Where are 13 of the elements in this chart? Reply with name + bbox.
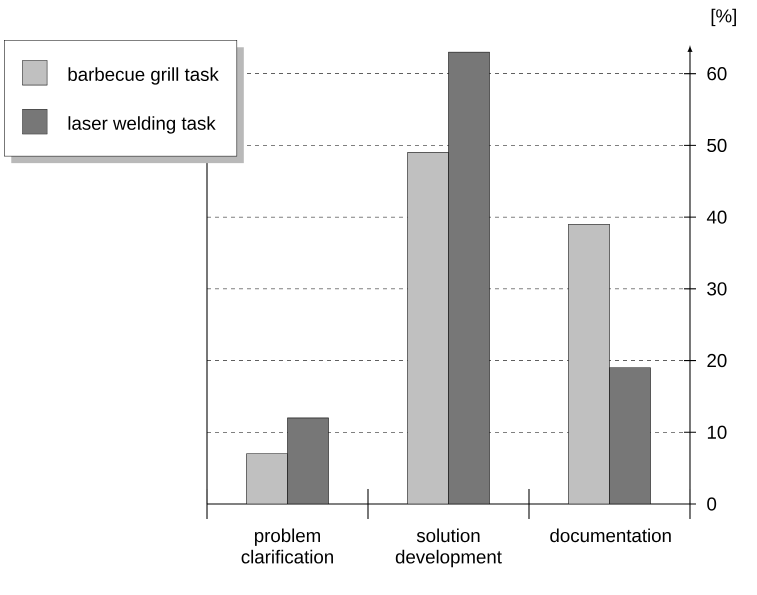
legend-label: laser welding task xyxy=(68,116,216,134)
y-tick-label: 50 xyxy=(707,138,727,152)
y-tick-label: 60 xyxy=(707,67,727,80)
y-tick-label: 10 xyxy=(708,426,727,439)
y-tick-label: 0 xyxy=(707,497,716,511)
y-tick-label: 30 xyxy=(707,282,727,296)
y-tick-label: 20 xyxy=(707,354,727,368)
x-tick-label: solution development xyxy=(396,528,502,568)
legend-label: barbecue grill task xyxy=(68,67,219,85)
y-tick-label: 40 xyxy=(706,210,727,224)
x-tick-label: documentation xyxy=(550,528,671,542)
y-axis-title: [%] xyxy=(712,8,736,26)
x-tick-label: problem clarification xyxy=(242,528,333,564)
